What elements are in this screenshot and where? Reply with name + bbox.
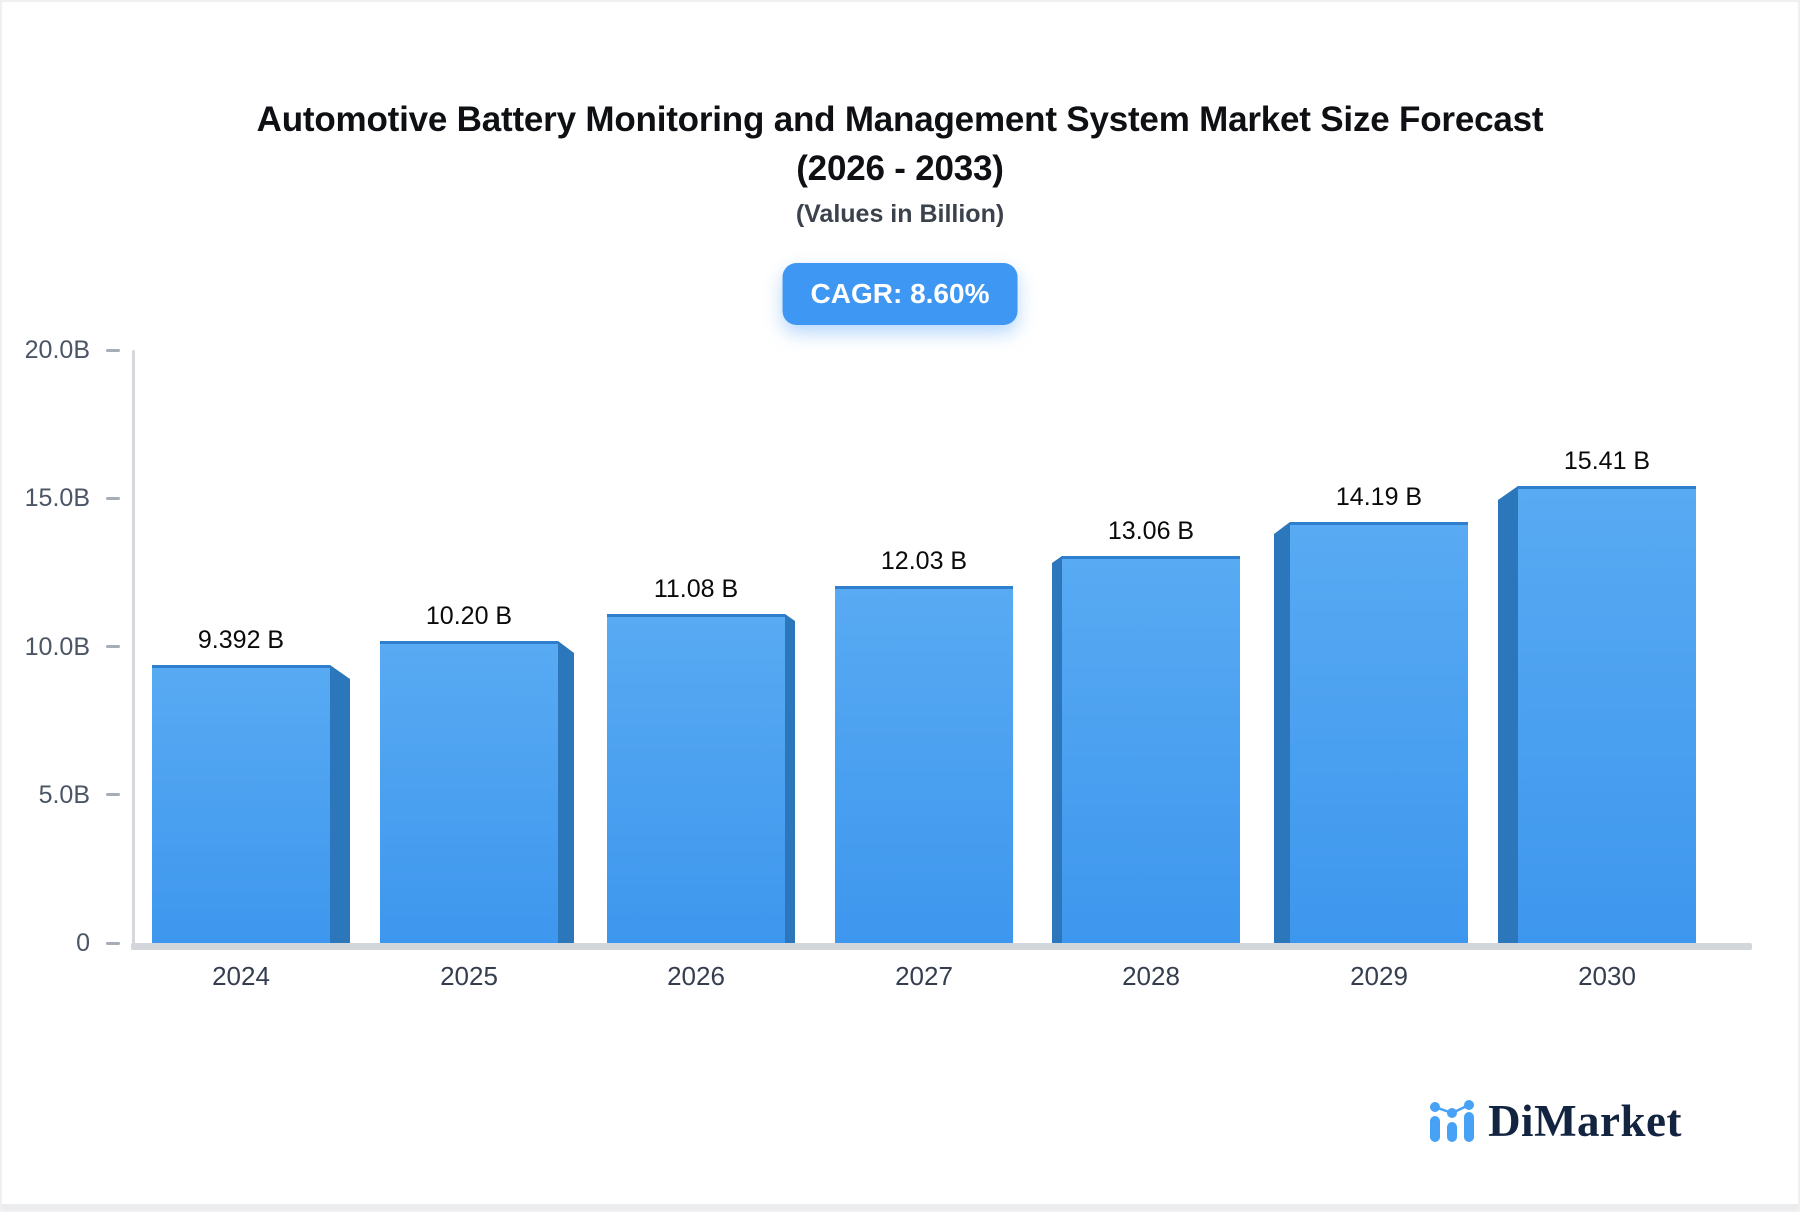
bar-2028 — [1062, 556, 1240, 943]
bar-2024 — [152, 665, 330, 943]
bar-2027-value-label: 12.03 B — [880, 547, 968, 575]
chart-title: Automotive Battery Monitoring and Manage… — [2, 95, 1798, 193]
y-axis-tick-10.0B — [106, 645, 120, 648]
page-bottom-strip — [2, 1204, 1798, 1210]
y-axis-label-15.0B: 15.0B — [24, 484, 90, 512]
x-axis-label-2028: 2028 — [1122, 961, 1180, 991]
chart-title-line1: Automotive Battery Monitoring and Manage… — [256, 100, 1544, 139]
cagr-badge: CAGR: 8.60% — [782, 263, 1018, 325]
x-axis-line — [131, 943, 1752, 950]
bar-2026-value-label: 11.08 B — [653, 575, 739, 603]
dimarket-logo-text: DiMarket — [1488, 1096, 1682, 1146]
bar-2027 — [835, 586, 1013, 943]
bar-2028-value-label: 13.06 B — [1107, 517, 1195, 545]
bar-2026-side-face — [785, 614, 795, 943]
bar-2029-side-face — [1274, 522, 1290, 943]
x-axis-label-2029: 2029 — [1350, 961, 1408, 991]
chart-title-line2: (2026 - 2033) — [796, 149, 1004, 188]
y-axis-tick-15.0B — [106, 497, 120, 500]
chart-subtitle: (Values in Billion) — [795, 200, 1005, 228]
bar-2029-value-label: 14.19 B — [1335, 483, 1423, 511]
bar-2024-side-face — [330, 665, 350, 943]
y-axis-tick-5.0B — [106, 793, 120, 796]
x-axis-label-2030: 2030 — [1578, 961, 1636, 991]
x-axis-label-2025: 2025 — [440, 961, 498, 991]
y-axis-tick-20.0B — [106, 349, 120, 352]
bar-2025-side-face — [558, 641, 574, 943]
y-axis-label-5.0B: 5.0B — [38, 781, 90, 809]
bar-2026 — [607, 614, 785, 943]
y-axis-label-10.0B: 10.0B — [24, 633, 90, 661]
bar-2030-side-face — [1498, 486, 1518, 943]
y-axis-tick-0 — [106, 942, 120, 945]
y-axis-label-20.0B: 20.0B — [24, 336, 90, 364]
bar-2028-side-face — [1052, 556, 1062, 943]
bar-2029 — [1290, 522, 1468, 943]
bar-2025 — [380, 641, 558, 943]
bar-2030-value-label: 15.41 B — [1563, 447, 1651, 475]
bar-2024-value-label: 9.392 B — [197, 626, 285, 654]
dimarket-logo: DiMarket — [1430, 1099, 1682, 1144]
bar-2030 — [1518, 486, 1696, 943]
x-axis-label-2027: 2027 — [895, 961, 953, 991]
bar-2025-value-label: 10.20 B — [425, 602, 513, 630]
x-axis-label-2024: 2024 — [212, 961, 270, 991]
y-axis-label-0: 0 — [76, 929, 90, 957]
x-axis-label-2026: 2026 — [667, 961, 725, 991]
dimarket-logo-icon — [1430, 1100, 1475, 1142]
y-axis-line — [132, 350, 135, 949]
